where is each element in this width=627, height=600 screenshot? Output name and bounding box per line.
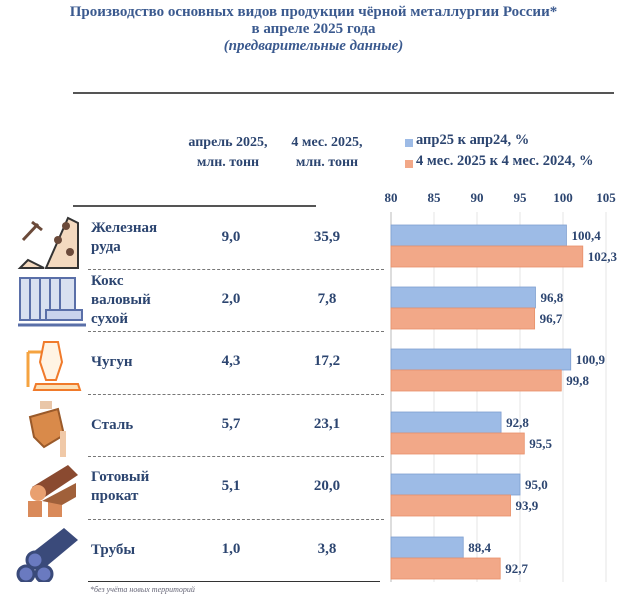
- steel-ladle-icon: [28, 401, 66, 457]
- column-header-april: апрель 2025, млн. тонн: [178, 133, 278, 173]
- row-divider: [88, 331, 384, 332]
- bar-april: [390, 411, 502, 434]
- data-label: 96,8: [540, 290, 563, 305]
- title: Производство основных видов продукции чё…: [0, 4, 627, 55]
- footnote: *без учёта новых территорий: [90, 585, 195, 594]
- data-label: 88,4: [468, 540, 491, 555]
- bar-april: [390, 536, 464, 559]
- april-value: 1,0: [221, 541, 241, 558]
- row-label-line: Готовый: [91, 469, 150, 486]
- 4months-value: 3,8: [317, 541, 337, 558]
- table-header-divider: [73, 205, 316, 207]
- column-header-4months: 4 мес. 2025, млн. тонн: [277, 133, 377, 173]
- data-label: 102,3: [588, 249, 618, 264]
- row-label-line: Кокс: [91, 272, 124, 289]
- data-label: 96,7: [540, 311, 563, 326]
- title-line-1: Производство основных видов продукции чё…: [69, 4, 558, 20]
- table-bottom-line: [88, 581, 380, 582]
- title-line-3: (предварительные данные): [223, 38, 404, 54]
- row-label-line: сухой: [91, 310, 129, 327]
- row-label: Сталь: [91, 416, 133, 435]
- column-header-april-line1: апрель 2025,: [188, 135, 268, 150]
- row-label: Кокс валовый сухой: [91, 272, 151, 329]
- row-label-line: руда: [91, 239, 121, 256]
- row-divider: [88, 456, 384, 457]
- bar-4months: [390, 432, 525, 455]
- bar-4months: [390, 245, 584, 268]
- row-label: Трубы: [91, 541, 135, 560]
- data-label: 92,8: [506, 415, 529, 430]
- legend-swatch-apr: [405, 139, 413, 147]
- x-tick-label: 100: [553, 190, 573, 205]
- data-label: 95,5: [529, 436, 552, 451]
- legend-swatch-4m: [405, 160, 413, 168]
- data-label: 100,9: [576, 352, 606, 367]
- x-tick-label: 95: [514, 190, 528, 205]
- blast-furnace-icon: [26, 341, 82, 391]
- data-label: 99,8: [566, 373, 589, 388]
- row-label: Железная руда: [91, 219, 157, 257]
- legend-label-4m: 4 мес. 2025 к 4 мес. 2024, %: [416, 153, 594, 169]
- pipes-icon: [16, 528, 78, 582]
- row-label-line: Сталь: [91, 416, 134, 433]
- 4months-value: 20,0: [313, 478, 341, 495]
- bar-april: [390, 473, 521, 496]
- data-label: 93,9: [516, 498, 539, 513]
- row-label-line: Трубы: [91, 541, 136, 558]
- data-label: 92,7: [505, 561, 528, 576]
- row-divider: [88, 394, 384, 395]
- x-tick-label: 105: [596, 190, 616, 205]
- 4months-value: 35,9: [313, 229, 341, 246]
- bar-april: [390, 224, 567, 247]
- 4months-value: 7,8: [317, 291, 337, 308]
- april-value: 4,3: [221, 353, 241, 370]
- row-label-line: Железная: [91, 220, 158, 237]
- row-divider: [88, 519, 384, 520]
- x-tick-label: 90: [471, 190, 484, 205]
- bar-4months: [390, 494, 511, 517]
- iron-ore-mining-icon: [17, 216, 79, 269]
- bar-april: [390, 286, 536, 309]
- bar-april: [390, 348, 572, 371]
- bar-4months: [390, 307, 536, 330]
- x-tick-label: 85: [428, 190, 442, 205]
- data-label: 95,0: [525, 477, 548, 492]
- column-header-4months-line2: млн. тонн: [295, 155, 359, 170]
- bar-4months: [390, 557, 501, 580]
- coke-plant-icon: [18, 277, 86, 327]
- row-divider: [88, 269, 384, 270]
- row-label: Чугун: [91, 353, 132, 372]
- title-line-2: в апреле 2025 года: [251, 21, 376, 37]
- top-divider: [73, 92, 614, 94]
- x-tick-label: 80: [385, 190, 398, 205]
- row-label-line: Чугун: [91, 353, 133, 370]
- row-label: Готовый прокат: [91, 468, 149, 506]
- april-value: 9,0: [221, 229, 241, 246]
- data-label: 100,4: [571, 228, 601, 243]
- bar-4months: [390, 369, 562, 392]
- 4months-value: 17,2: [313, 353, 341, 370]
- column-header-april-line2: млн. тонн: [196, 155, 260, 170]
- column-header-4months-line1: 4 мес. 2025,: [291, 135, 363, 150]
- row-label-line: валовый: [91, 291, 151, 308]
- legend-label-apr: апр25 к апр24, %: [416, 132, 530, 148]
- april-value: 2,0: [221, 291, 241, 308]
- april-value: 5,1: [221, 478, 241, 495]
- 4months-value: 23,1: [313, 416, 341, 433]
- row-label-line: прокат: [91, 488, 139, 505]
- rolled-steel-icon: [28, 465, 78, 517]
- april-value: 5,7: [221, 416, 241, 433]
